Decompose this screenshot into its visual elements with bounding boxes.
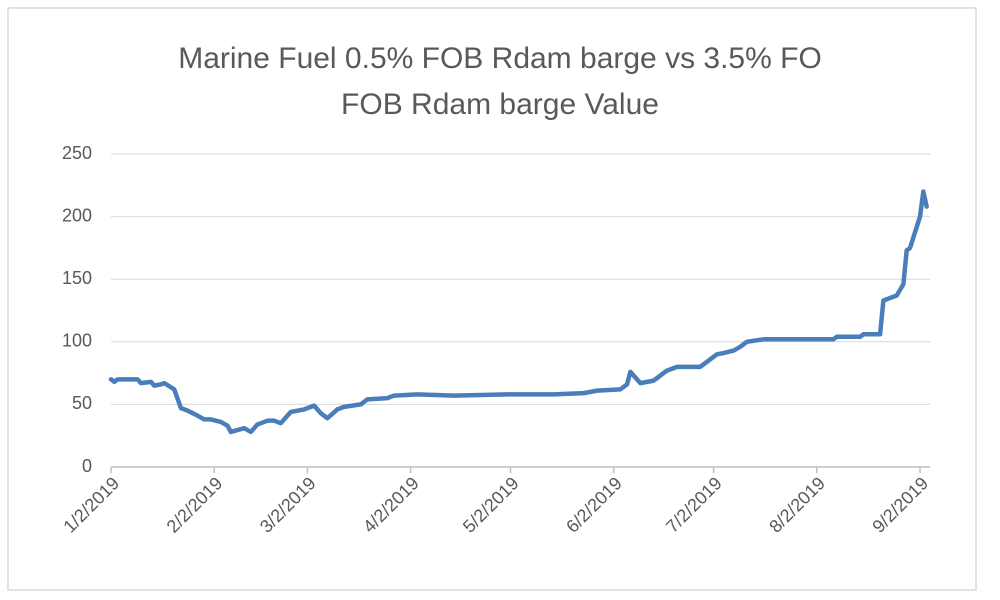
data-line	[108, 189, 929, 435]
chart-title: Marine Fuel 0.5% FOB Rdam barge vs 3.5% …	[178, 42, 822, 121]
y-tick-label: 150	[62, 268, 92, 288]
y-tick-label: 250	[62, 143, 92, 163]
chart-border	[7, 7, 977, 591]
y-tick-label: 200	[62, 205, 92, 225]
y-tick-label: 100	[62, 331, 92, 351]
y-tick-label: 0	[82, 456, 92, 476]
y-tick-label: 50	[72, 393, 92, 413]
